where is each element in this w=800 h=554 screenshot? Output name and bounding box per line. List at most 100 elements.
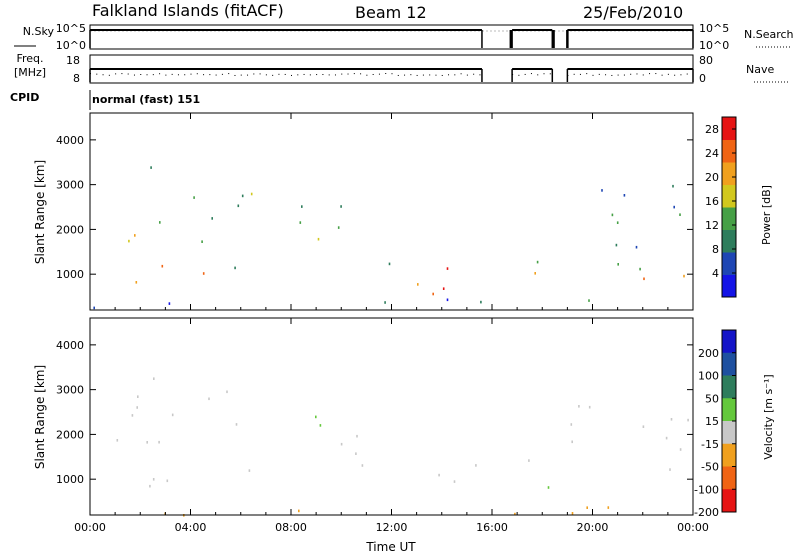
velocity-panel-frame (89, 317, 694, 516)
nave-dot (278, 73, 280, 75)
nave-dot (334, 74, 336, 76)
nave-dot (159, 73, 161, 75)
echo-cell (586, 506, 588, 509)
velocity-echo-cells (116, 377, 689, 517)
echo-cell (146, 441, 148, 444)
echo-cell (317, 237, 320, 241)
colorbar-segment (722, 398, 736, 422)
echo-cell (137, 395, 139, 398)
nave-dot (108, 74, 110, 76)
freq-label: Freq. (16, 52, 43, 65)
colorbar-segment (722, 330, 736, 354)
echo-cell (617, 263, 619, 266)
station-title: Falkland Islands (fitACF) (92, 1, 284, 20)
nave-dot (623, 74, 625, 76)
echo-cell (136, 406, 138, 409)
nave-dot (347, 73, 349, 75)
nsearch-label: N.Search (744, 28, 794, 41)
colorbar-segment (722, 466, 736, 490)
echo-cell (355, 452, 357, 455)
nave-tick-high: 80 (699, 54, 713, 67)
cpid-value: normal (fast) 151 (92, 93, 200, 106)
y-tick-label: 3000 (56, 179, 84, 192)
nave-dot (152, 74, 154, 76)
colorbar-tick-label: -15 (701, 438, 719, 451)
echo-cell (687, 418, 689, 422)
colorbar-frame (721, 116, 737, 298)
colorbar-segment (722, 207, 736, 230)
colorbar-segment (722, 184, 736, 208)
gap-marker (566, 30, 569, 48)
colorbar-tick-label: 24 (705, 147, 719, 160)
nave-dot (209, 74, 211, 76)
nave-dot (309, 74, 311, 76)
echo-cell (201, 240, 203, 243)
echo-cell (211, 217, 213, 220)
echo-cell (340, 205, 342, 208)
echo-cell (672, 184, 674, 188)
x-tick-label: 00:00 (74, 521, 106, 534)
nave-dot (404, 74, 406, 76)
colorbar-tick-label: -200 (694, 506, 719, 519)
nave-dot (177, 74, 179, 76)
nave-dot (115, 73, 117, 75)
colorbar-segment (722, 274, 736, 298)
nave-dot (598, 73, 600, 75)
velocity-colorbar: 200 100 50 15 -15 -50 -100 -200 (694, 329, 737, 519)
power-colorbar-label: Power [dB] (760, 185, 773, 245)
echo-cell (534, 272, 536, 275)
echo-cell (669, 468, 671, 471)
x-tick-label: 08:00 (275, 521, 307, 534)
nave-dot (215, 74, 217, 76)
y-tick-label: 4000 (56, 134, 84, 147)
nsky-label: N.Sky (23, 25, 55, 38)
nave-dot (165, 74, 167, 76)
echo-cell (208, 397, 210, 401)
power-echo-cells (93, 166, 685, 310)
nave-dot (686, 73, 688, 75)
nave-dot (90, 73, 91, 75)
echo-cell (446, 298, 449, 302)
nave-dot (518, 74, 520, 76)
colorbar-tick-label: 12 (705, 219, 719, 232)
echo-cell (93, 306, 95, 310)
colorbar-segment (722, 162, 736, 185)
echo-cell (571, 512, 574, 515)
nave-dot (353, 73, 355, 75)
nave-dot (284, 73, 286, 75)
colorbar-segment (722, 352, 736, 376)
echo-cell (417, 283, 419, 286)
echo-cell (356, 434, 358, 438)
cpid-label: CPID (10, 91, 39, 104)
nave-dot (228, 73, 230, 75)
nave-dot (667, 73, 669, 75)
nave-dot (429, 74, 431, 76)
echo-cell (235, 423, 238, 426)
echo-cell (514, 512, 516, 516)
echo-cell (679, 448, 682, 451)
nave-dot (573, 73, 575, 75)
freq-tick-low: 8 (73, 72, 80, 85)
velocity-axes: 00:00 04:00 08:00 12:00 16:00 20:00 00:00 1000 2… (56, 318, 709, 534)
colorbar-tick-label: 50 (705, 392, 719, 405)
cpid-row: CPID normal (fast) 151 (10, 90, 200, 110)
nave-dot (203, 74, 205, 76)
gap-marker (509, 30, 513, 48)
nave-dot (303, 73, 305, 75)
echo-cell (152, 478, 155, 481)
nave-dot (372, 73, 374, 75)
nave-dot (391, 73, 393, 75)
nave-dot (297, 74, 299, 76)
echo-cell (607, 506, 610, 509)
nave-dot (416, 74, 418, 76)
noise-tick-low: 10^0 (56, 39, 86, 52)
colorbar-tick-label: 100 (698, 370, 719, 383)
nave-dot (530, 73, 532, 75)
colorbar-segment (722, 421, 736, 445)
echo-cell (683, 274, 685, 278)
nave-dot (140, 73, 142, 75)
echo-cell (475, 464, 477, 467)
echo-cell (234, 266, 236, 270)
nave-dot (291, 74, 292, 76)
nave-dot (512, 73, 514, 75)
